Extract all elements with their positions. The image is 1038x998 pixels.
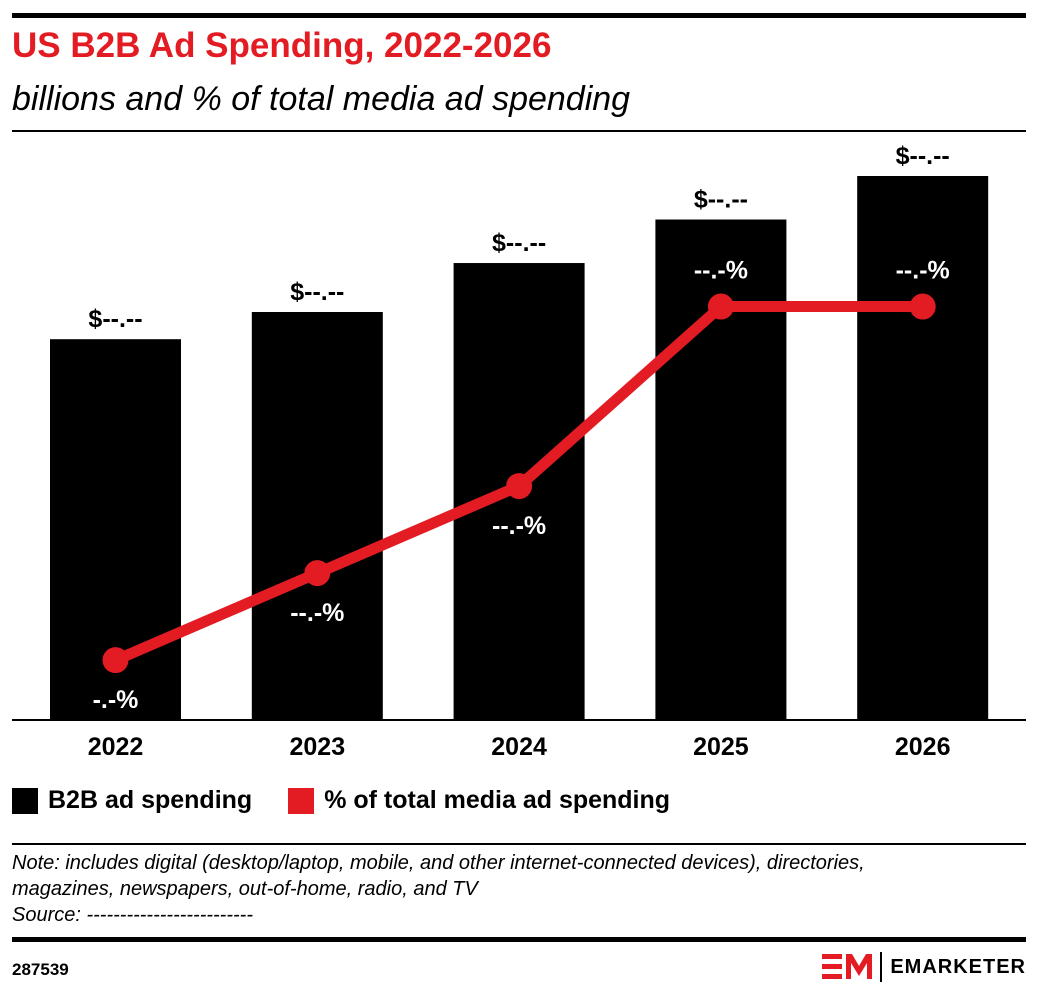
legend-swatch-bar (12, 787, 38, 814)
line-point-2022 (102, 647, 129, 674)
bar-label-2026: $--.-- (896, 142, 950, 170)
bar-label-2025: $--.-- (694, 186, 748, 214)
bar-2026 (857, 176, 989, 720)
footer-rule (12, 937, 1026, 942)
legend: B2B ad spending % of total media ad spen… (12, 786, 670, 815)
bar-2023 (251, 312, 383, 720)
chart-subtitle: billions and % of total media ad spendin… (12, 80, 631, 118)
chart-id: 287539 (12, 960, 69, 979)
x-tick-2022: 2022 (88, 733, 144, 761)
line-label-2022: -.-% (93, 686, 139, 714)
line-point-2025 (707, 293, 734, 320)
line-label-2026: --.-% (896, 257, 950, 285)
note-text: Note: includes digital (desktop/laptop, … (12, 852, 865, 900)
logo-divider (880, 952, 883, 982)
x-tick-2026: 2026 (895, 733, 951, 761)
line-label-2023: --.-% (290, 599, 344, 627)
line-label-2024: --.-% (492, 512, 546, 540)
legend-swatch-line (288, 787, 315, 814)
line-label-2025: --.-% (694, 257, 748, 285)
legend-rule (12, 843, 1026, 845)
top-rule (12, 13, 1026, 18)
line-point-2024 (506, 473, 533, 500)
logo-text: EMARKETER (890, 955, 1026, 978)
bar-label-2022: $--.-- (88, 305, 142, 333)
legend-label-line: % of total media ad spending (324, 786, 671, 814)
bar-label-2024: $--.-- (492, 229, 546, 257)
x-tick-2025: 2025 (693, 733, 749, 761)
chart-plot: $--.-- 2022 $--.-- 2023 $--.-- 2024 $--.-- 2025… (12, 142, 1026, 761)
x-tick-2023: 2023 (289, 733, 345, 761)
em-logo-icon (822, 954, 873, 979)
header-rule (12, 130, 1026, 132)
x-tick-2024: 2024 (491, 733, 547, 761)
footnote: Note: includes digital (desktop/laptop, … (12, 850, 972, 928)
line-point-2026 (909, 293, 936, 320)
legend-label-bar: B2B ad spending (48, 786, 253, 814)
x-axis-baseline (12, 719, 1026, 721)
bar-label-2023: $--.-- (290, 278, 344, 306)
emarketer-logo: EMARKETER (822, 952, 1026, 982)
source-text: Source: ------------------------- (12, 904, 253, 926)
chart-title: US B2B Ad Spending, 2022-2026 (12, 26, 552, 65)
line-point-2023 (304, 560, 331, 587)
